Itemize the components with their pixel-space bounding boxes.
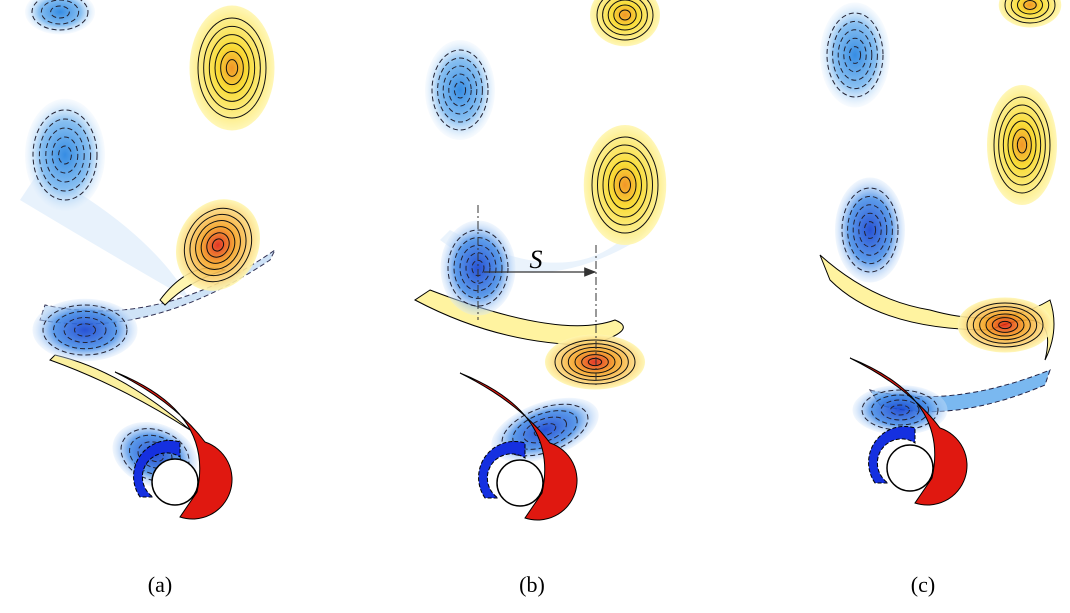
panel-label: (a) [148, 572, 172, 597]
vortex-core [25, 0, 95, 35]
vortex-core [987, 85, 1057, 205]
positive-vortex [999, 0, 1062, 28]
panel-label: (b) [519, 572, 545, 597]
negative-vortex [25, 99, 105, 212]
positive-vortex [958, 298, 1053, 353]
vortex-core [590, 0, 660, 46]
positive-vortex [545, 335, 645, 390]
positive-vortex [190, 6, 275, 131]
positive-vortex [584, 125, 667, 245]
vortex-core [190, 6, 275, 131]
figure: S (a) (b) (c) [0, 0, 1070, 613]
vortex-core [835, 178, 905, 283]
positive-vortex [590, 0, 660, 46]
vortex-core [33, 299, 138, 362]
cylinder [887, 445, 933, 491]
cylinder [497, 460, 543, 506]
vortex-core [820, 3, 890, 108]
vortex-core [425, 40, 495, 140]
vortex-core [584, 125, 667, 245]
negative-vortex [425, 40, 495, 140]
panel-label: (c) [911, 572, 935, 597]
negative-vortex [820, 3, 890, 108]
negative-vortex [33, 299, 138, 362]
vortex-core [958, 298, 1053, 353]
spacing-label: S [530, 245, 543, 274]
wake-arm [50, 355, 190, 430]
vortex-core [545, 335, 645, 390]
page: S (a) (b) (c) (() => { const data = JSON… [0, 0, 1070, 613]
vortex-core [25, 99, 105, 212]
negative-vortex [25, 0, 95, 35]
cylinder [152, 459, 198, 505]
positive-vortex [987, 85, 1057, 205]
negative-vortex [835, 178, 905, 283]
